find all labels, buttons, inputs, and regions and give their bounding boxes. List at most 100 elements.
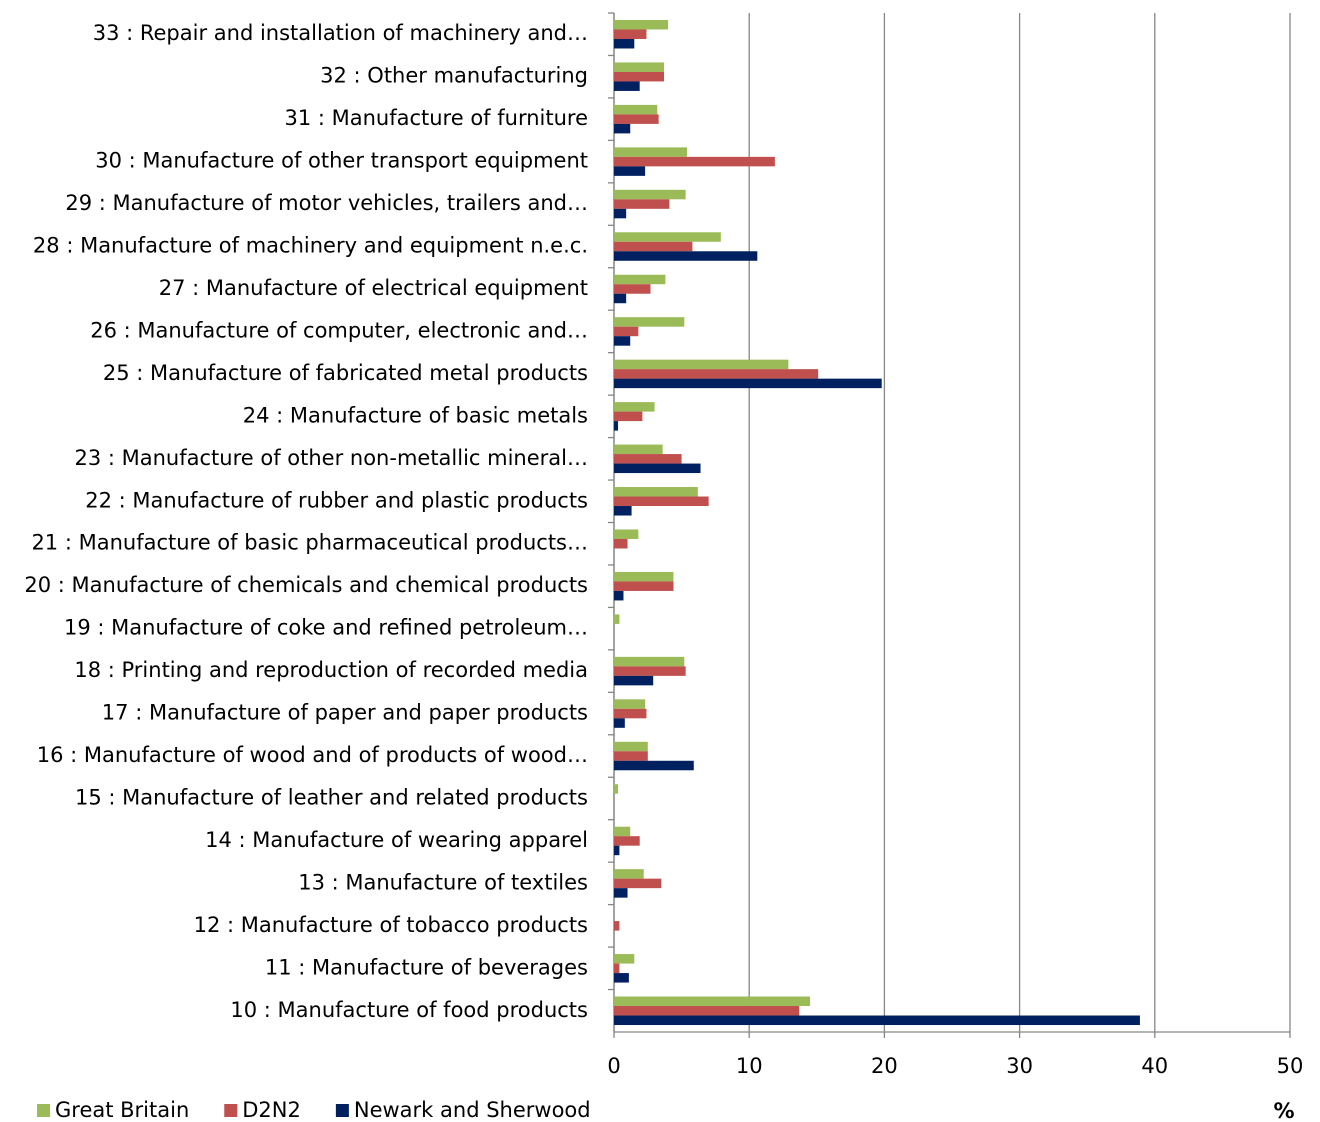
x-tick-label: 0: [607, 1054, 620, 1078]
y-tick-label: 22 : Manufacture of rubber and plastic p…: [85, 488, 588, 512]
bar: [614, 189, 686, 200]
legend-swatch: [224, 1104, 238, 1117]
bar: [614, 487, 698, 497]
bar: [614, 1006, 800, 1016]
bar: [614, 506, 632, 516]
legend-swatch: [335, 1104, 349, 1117]
legend-swatch: [37, 1104, 50, 1117]
bar: [614, 656, 685, 667]
x-tick-label: 40: [1141, 1054, 1168, 1078]
bar: [614, 869, 644, 879]
bar: [614, 38, 635, 49]
x-tick-label: 20: [871, 1054, 898, 1078]
bar: [614, 378, 882, 389]
bar: [614, 19, 669, 30]
y-tick-label: 23 : Manufacture of other non-metallic m…: [74, 446, 588, 470]
bar: [614, 251, 758, 261]
y-tick-label: 16 : Manufacture of wood and of products…: [37, 743, 588, 767]
bar: [614, 973, 629, 983]
y-tick-label: 18 : Printing and reproduction of record…: [74, 658, 588, 682]
bar: [614, 963, 620, 974]
bar: [614, 454, 682, 464]
y-tick-label: 13 : Manufacture of textiles: [298, 870, 588, 894]
bar: [614, 156, 775, 167]
bar: [614, 147, 688, 157]
bar: [614, 836, 640, 846]
bar: [614, 741, 648, 752]
bar: [614, 62, 665, 72]
bar: [614, 751, 648, 761]
bar: [614, 496, 709, 507]
legend-label: Great Britain: [55, 1098, 189, 1122]
y-tick-label: 20 : Manufacture of chemicals and chemic…: [24, 573, 588, 597]
bar: [614, 369, 819, 379]
bar: [614, 284, 651, 294]
bar: [614, 29, 647, 39]
y-tick-label: 21 : Manufacture of basic pharmaceutical…: [31, 531, 588, 555]
bar: [614, 336, 631, 346]
bar: [614, 293, 627, 304]
x-tick-label: 10: [736, 1054, 763, 1078]
bar: [614, 826, 631, 837]
bar: [614, 760, 694, 771]
y-tick-label: 26 : Manufacture of computer, electronic…: [90, 318, 588, 342]
bar: [614, 718, 625, 728]
y-tick-label: 25 : Manufacture of fabricated metal pro…: [103, 361, 588, 385]
y-tick-label: 11 : Manufacture of beverages: [265, 955, 588, 979]
y-tick-label: 28 : Manufacture of machinery and equipm…: [33, 234, 588, 258]
bar: [614, 123, 631, 134]
x-tick-label: 30: [1006, 1054, 1033, 1078]
bar: [614, 81, 640, 91]
bar: [614, 359, 789, 370]
y-tick-label: 12 : Manufacture of tobacco products: [194, 913, 588, 937]
bar: [614, 571, 674, 582]
y-tick-label: 14 : Manufacture of wearing apparel: [205, 828, 588, 852]
bar: [614, 590, 624, 601]
x-tick-label: 50: [1277, 1054, 1304, 1078]
y-tick-label: 30 : Manufacture of other transport equi…: [95, 149, 588, 173]
y-tick-label: 27 : Manufacture of electrical equipment: [159, 276, 588, 300]
y-tick-label: 32 : Other manufacturing: [320, 64, 588, 88]
x-axis-label: %: [1273, 1099, 1294, 1122]
bar: [614, 699, 646, 709]
bar: [614, 921, 620, 931]
bar: [614, 675, 654, 686]
bar: [614, 996, 811, 1007]
bar: [614, 421, 619, 431]
bar: [614, 199, 670, 209]
bar: [614, 614, 620, 624]
y-tick-label: 33 : Repair and installation of machiner…: [93, 21, 588, 45]
bar: [614, 878, 662, 889]
y-tick-label: 15 : Manufacture of leather and related …: [75, 785, 588, 809]
bar: [614, 411, 643, 422]
bar: [614, 845, 620, 856]
legend-label: D2N2: [242, 1098, 301, 1122]
bar: [614, 166, 646, 176]
bar: [614, 581, 674, 591]
y-tick-label: 24 : Manufacture of basic metals: [243, 403, 588, 427]
bar: [614, 71, 665, 82]
bar: [614, 274, 666, 285]
bar: [614, 104, 658, 115]
bar: [614, 208, 627, 219]
bar: [614, 666, 686, 676]
bar: [614, 241, 693, 252]
bar: [614, 708, 647, 719]
bar: [614, 1015, 1140, 1026]
bar: [614, 444, 663, 455]
bar: [614, 326, 639, 337]
bar: [614, 114, 659, 124]
legend-label: Newark and Sherwood: [354, 1098, 591, 1122]
bar: [614, 317, 685, 327]
y-tick-label: 29 : Manufacture of motor vehicles, trai…: [65, 191, 588, 215]
bar: [614, 954, 635, 964]
bar: [614, 538, 628, 549]
bar: [614, 888, 628, 898]
bar: [614, 402, 655, 412]
y-tick-label: 19 : Manufacture of coke and refined pet…: [64, 616, 588, 640]
bar: [614, 463, 701, 474]
y-tick-label: 31 : Manufacture of furniture: [284, 106, 588, 130]
bar: [614, 529, 639, 539]
